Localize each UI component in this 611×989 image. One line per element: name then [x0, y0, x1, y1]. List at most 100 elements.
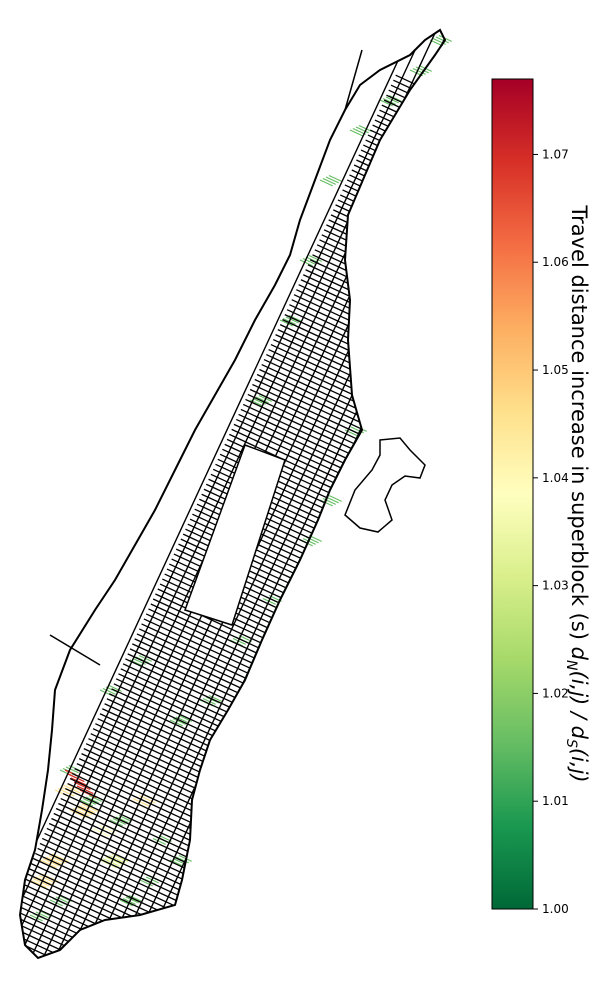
- cross-street: [134, 638, 317, 724]
- cross-street: [339, 194, 445, 280]
- cross-street: [152, 598, 335, 684]
- cross-street: [344, 184, 445, 270]
- superblock-street: [328, 494, 342, 502]
- colorbar-tick-label: 1.00: [542, 902, 569, 916]
- cross-street: [351, 169, 445, 255]
- cross-street: [330, 214, 445, 300]
- cross-street: [138, 628, 321, 714]
- cross-street: [81, 753, 264, 839]
- cross-street: [150, 603, 333, 689]
- cross-street: [95, 723, 278, 809]
- superblock-street: [99, 859, 117, 869]
- superblock-street: [302, 257, 316, 265]
- superblock-street-high: [73, 781, 91, 791]
- avenue: [149, 30, 445, 958]
- cross-street: [71, 773, 254, 859]
- superblock-street: [299, 259, 313, 267]
- superblock-street: [115, 816, 129, 824]
- superblock-street: [109, 819, 123, 827]
- superblock-street: [308, 254, 322, 262]
- cross-street: [108, 693, 291, 779]
- colorbar-tick-label: 1.01: [542, 794, 569, 808]
- cross-street: [376, 114, 445, 200]
- cross-street: [20, 922, 185, 958]
- cross-street: [256, 373, 439, 460]
- cross-street: [88, 738, 271, 824]
- cross-street: [363, 144, 445, 230]
- cross-street: [48, 822, 231, 909]
- cross-street: [360, 149, 445, 235]
- cross-street: [20, 902, 194, 958]
- cross-street: [145, 613, 328, 699]
- cross-street: [275, 334, 445, 420]
- cross-street: [41, 837, 224, 924]
- cross-street: [289, 304, 445, 390]
- cross-street: [74, 768, 257, 854]
- cross-street: [97, 718, 280, 804]
- cross-street: [155, 593, 338, 679]
- colorbar-tick-label: 1.06: [542, 255, 569, 269]
- cross-street: [266, 353, 445, 440]
- colorbar-label-math: dN(i,j) / dS(i,j): [563, 647, 591, 783]
- superblock-street: [108, 684, 122, 692]
- superblock-street: [205, 696, 219, 704]
- superblock-street: [112, 817, 126, 825]
- colorbar-tick-label: 1.04: [542, 471, 569, 485]
- cross-street: [270, 343, 445, 430]
- avenue: [69, 30, 445, 958]
- cross-street: [62, 792, 245, 879]
- cross-street: [346, 179, 445, 265]
- cross-street: [390, 84, 445, 170]
- superblock-street: [81, 803, 99, 813]
- colorbar-tick-label: 1.07: [542, 147, 569, 161]
- cross-street: [76, 763, 259, 849]
- cross-street: [136, 633, 319, 719]
- avenue: [79, 30, 445, 958]
- cross-street: [99, 713, 282, 799]
- superblock-street: [45, 856, 63, 866]
- superblock-street: [139, 879, 153, 887]
- superblock-street-high: [67, 773, 85, 783]
- cross-street: [85, 743, 268, 829]
- cross-street: [60, 797, 243, 884]
- cross-street: [67, 782, 250, 869]
- cross-street: [326, 224, 445, 310]
- cross-street: [369, 129, 445, 215]
- superblock-street: [412, 67, 426, 75]
- cross-street: [69, 777, 252, 864]
- superblock-street: [328, 174, 342, 182]
- cross-street: [141, 623, 324, 709]
- cross-street: [279, 324, 445, 410]
- colorbar-gradient: [491, 78, 534, 910]
- superblock-street: [82, 797, 96, 805]
- cross-street: [106, 698, 289, 784]
- superblock-street: [232, 637, 246, 645]
- cross-street: [335, 204, 445, 290]
- superblock-street: [75, 806, 93, 816]
- cross-street: [143, 618, 326, 704]
- superblock-street: [285, 316, 299, 324]
- cross-street: [261, 363, 444, 450]
- superblock-street: [382, 97, 396, 105]
- cross-street: [333, 209, 445, 295]
- superblock-street: [35, 911, 49, 919]
- cross-street: [372, 124, 445, 210]
- superblock-street: [88, 794, 102, 802]
- cross-street: [132, 643, 314, 729]
- superblock-street: [319, 179, 333, 187]
- avenue: [20, 30, 445, 947]
- cross-street: [148, 608, 331, 694]
- cross-street: [379, 109, 445, 195]
- cross-street: [53, 812, 236, 899]
- cross-street: [92, 728, 275, 814]
- superblock-street: [69, 809, 87, 819]
- manhattan-outline: [18, 28, 447, 960]
- cross-street: [381, 104, 445, 190]
- cross-street: [337, 199, 445, 285]
- superblock-street: [322, 497, 336, 505]
- cross-street: [32, 857, 215, 943]
- cross-street: [102, 708, 284, 794]
- superblock-street: [388, 94, 402, 102]
- cross-street: [272, 339, 445, 425]
- superblock-street: [29, 914, 43, 922]
